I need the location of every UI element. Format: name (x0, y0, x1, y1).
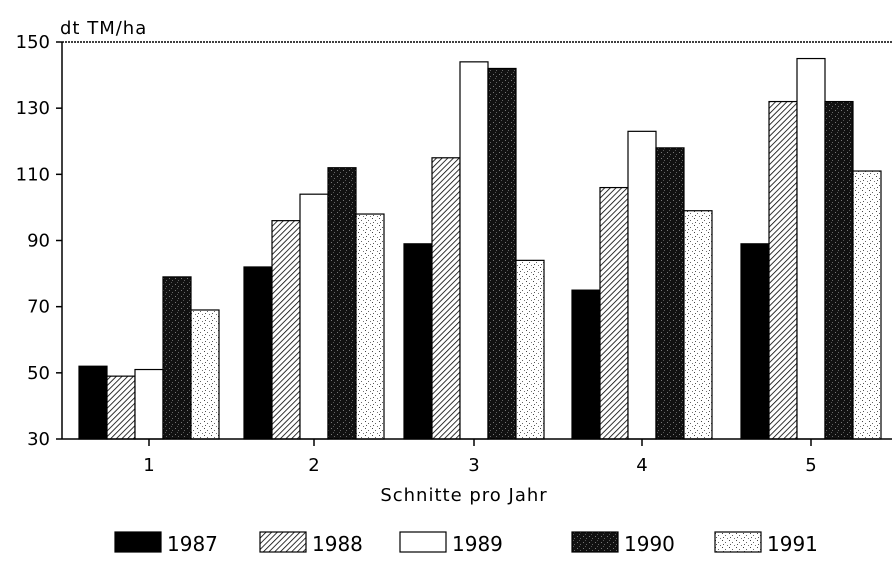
bar-1989-cat-2 (299, 193, 329, 440)
bar-1987-cat-4 (571, 289, 601, 440)
x-tick-label: 1 (143, 455, 154, 476)
bar-1989-cat-4 (627, 130, 657, 440)
bar-1991-cat-4 (683, 210, 713, 440)
x-tick-label: 2 (308, 455, 319, 476)
bar-1990-cat-1 (162, 276, 192, 440)
x-axis: 1 2 3 4 5 (62, 438, 892, 476)
bar-1989-cat-5 (796, 57, 826, 440)
bars (78, 57, 882, 440)
bar-1991-cat-1 (190, 309, 220, 440)
bar-1990-cat-4 (655, 147, 685, 440)
y-tick-label: 150 (16, 32, 50, 53)
legend-swatch-1988 (259, 531, 307, 553)
bar-1991-cat-2 (355, 213, 385, 440)
x-tick-label: 3 (468, 455, 479, 476)
legend: 1987 1988 1989 1990 1991 (114, 531, 818, 556)
legend-label-1990: 1990 (624, 532, 675, 556)
bar-1987-cat-1 (78, 365, 108, 440)
y-tick-label: 30 (27, 429, 50, 450)
y-axis: 30 50 70 90 110 130 150 (16, 32, 62, 450)
y-axis-label: dt TM/ha (60, 18, 147, 39)
y-tick-label: 110 (16, 164, 50, 185)
x-tick-label: 4 (636, 455, 647, 476)
x-axis-label: Schnitte pro Jahr (380, 485, 547, 506)
y-tick-label: 90 (27, 231, 50, 252)
bar-1988-cat-4 (599, 186, 629, 440)
legend-swatch-1989 (399, 531, 447, 553)
bar-1990-cat-5 (824, 100, 854, 440)
bar-1988-cat-2 (271, 220, 301, 440)
legend-label-1989: 1989 (452, 532, 503, 556)
bar-1987-cat-3 (403, 243, 433, 440)
legend-label-1991: 1991 (767, 532, 818, 556)
y-tick-label: 70 (27, 297, 50, 318)
bar-1990-cat-3 (487, 67, 517, 440)
bar-1987-cat-2 (243, 266, 273, 440)
bar-1988-cat-3 (431, 157, 461, 440)
bar-1988-cat-5 (768, 100, 798, 440)
bar-1990-cat-2 (327, 167, 357, 440)
legend-swatch-1987 (114, 531, 162, 553)
bar-1989-cat-1 (134, 368, 164, 440)
bar-1988-cat-1 (106, 375, 136, 440)
legend-swatch-1990 (571, 531, 619, 553)
bar-1991-cat-5 (852, 170, 882, 440)
legend-label-1988: 1988 (312, 532, 363, 556)
y-tick-label: 130 (16, 98, 50, 119)
x-tick-label: 5 (805, 455, 816, 476)
bar-1987-cat-5 (740, 243, 770, 440)
y-tick-label: 50 (27, 363, 50, 384)
legend-swatch-1991 (714, 531, 762, 553)
legend-label-1987: 1987 (167, 532, 218, 556)
bar-1989-cat-3 (459, 61, 489, 440)
bar-1991-cat-3 (515, 259, 545, 440)
